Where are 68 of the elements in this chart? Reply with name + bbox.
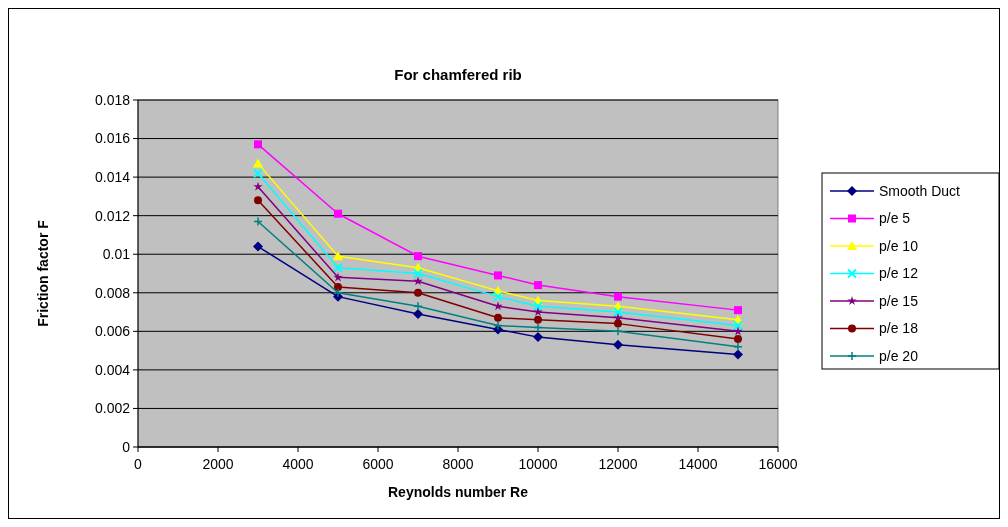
point [413,276,423,286]
x-tick-label: 6000 [362,456,394,472]
legend-label: p/e 20 [879,347,919,364]
point [613,307,623,318]
point [733,342,743,352]
point [254,196,262,205]
point [414,288,422,297]
point [733,326,743,336]
x-tick-label: 14000 [678,456,718,472]
point [334,209,342,218]
point [533,301,543,312]
point [533,322,543,333]
point [414,252,422,261]
point [254,140,262,149]
y-tick-label: 0.006 [94,323,131,340]
point [253,241,263,252]
legend-label: p/e 10 [879,237,919,254]
point [734,335,742,344]
point [413,308,423,319]
legend-label: p/e 18 [879,320,919,337]
point [253,216,263,227]
legend-label: p/e 15 [879,292,919,309]
y-tick-label: 0.012 [94,207,131,224]
point [333,288,343,298]
point [614,319,622,328]
y-axis-title: Friction factor F [35,219,51,327]
point [413,301,423,312]
legend-label: Smooth Duct [879,182,961,199]
point [534,281,542,290]
point [534,315,542,324]
x-axis-title: Reynolds number Re [387,484,529,500]
point [253,168,263,179]
point [614,292,622,301]
y-tick-label: 0.01 [102,246,131,263]
chart-title: For chamfered rib [394,66,522,83]
point [494,313,502,322]
legend-label: p/e 5 [879,210,911,227]
point [613,339,623,350]
point [493,320,503,331]
y-tick-label: 0.002 [94,400,131,417]
legend-label: p/e 12 [879,265,919,282]
x-tick-label: 12000 [598,456,638,472]
point [734,306,742,315]
point [733,320,743,331]
point [333,262,343,273]
y-tick-label: 0.014 [94,169,131,186]
x-tick-label: 4000 [282,456,314,472]
x-tick-label: 0 [134,456,143,472]
y-tick-label: 0.018 [94,91,131,108]
point [253,158,263,168]
point [613,326,623,337]
point [333,251,343,261]
y-tick-label: 0 [122,438,131,455]
point [493,301,503,311]
x-tick-label: 10000 [518,456,558,472]
y-tick-label: 0.008 [94,284,131,301]
point [413,268,423,279]
point [494,271,502,280]
x-tick-label: 16000 [758,456,798,472]
point [533,332,543,343]
y-tick-label: 0.016 [94,130,131,147]
x-tick-label: 2000 [202,456,234,472]
point [253,181,263,191]
point [733,349,743,360]
point [333,272,343,282]
y-tick-label: 0.004 [94,361,131,378]
point [493,291,503,302]
x-tick-label: 8000 [442,456,474,472]
